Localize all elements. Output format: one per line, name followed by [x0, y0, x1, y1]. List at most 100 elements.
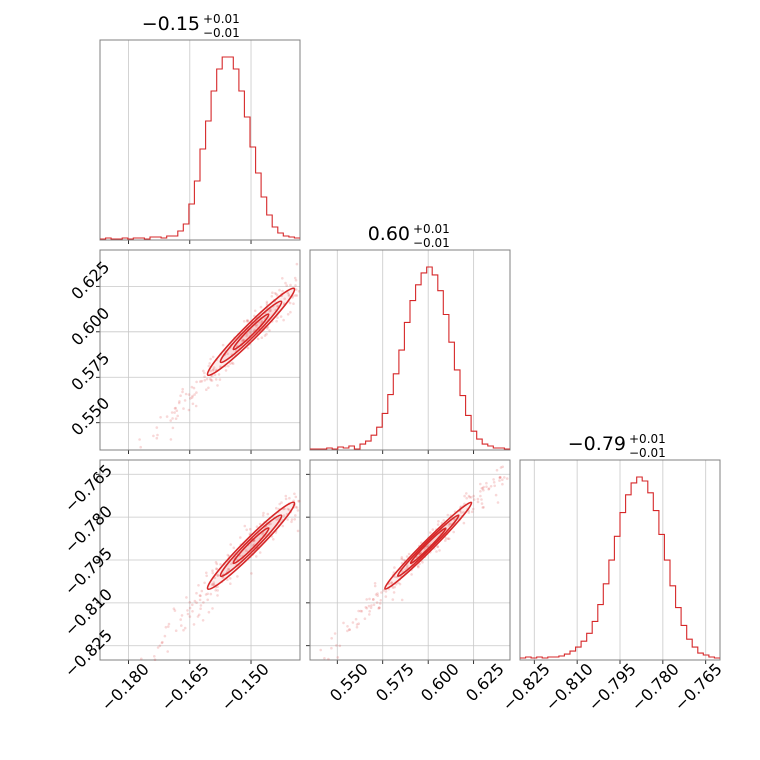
y-tick-label: 0.575	[67, 348, 113, 394]
y-tick-label: 0.550	[67, 393, 113, 439]
scatter-point	[176, 414, 179, 418]
scatter-point	[393, 585, 397, 589]
scatter-point	[498, 476, 502, 479]
scatter-point	[211, 583, 215, 586]
scatter-point	[230, 361, 234, 365]
scatter-point	[492, 481, 496, 484]
title-param-1: 0.60	[368, 223, 410, 245]
scatter-point	[214, 378, 218, 381]
scatter-point	[372, 603, 376, 607]
scatter-point	[202, 369, 205, 373]
scatter-point	[272, 538, 275, 541]
scatter-point	[174, 406, 177, 410]
scatter-point	[319, 648, 323, 652]
scatter-point	[448, 522, 451, 526]
scatter-point	[261, 532, 264, 536]
scatter-point	[363, 617, 367, 620]
scatter-point	[485, 481, 488, 485]
scatter-point	[296, 509, 300, 512]
scatter-point	[213, 373, 217, 377]
scatter-point	[435, 550, 438, 553]
scatter-param-2-vs-0	[96, 459, 301, 664]
scatter-point	[224, 369, 228, 372]
scatter-point	[241, 340, 244, 343]
scatter-point	[210, 379, 214, 382]
scatter-point	[462, 521, 466, 525]
y-tick-labels-param-1: 0.625 0.600 0.575 0.550	[67, 257, 113, 439]
scatter-point	[159, 416, 162, 419]
contour-level	[206, 287, 296, 377]
scatter-point	[173, 411, 176, 414]
scatter-point	[286, 291, 290, 295]
scatter-point	[293, 518, 297, 521]
scatter-point	[270, 295, 274, 298]
scatter-point	[203, 375, 206, 379]
scatter-point	[418, 562, 421, 566]
scatter-point	[205, 388, 208, 392]
contour-level	[206, 501, 296, 591]
scatter-point	[359, 609, 362, 613]
scatter-point	[206, 592, 209, 596]
scatter-point	[286, 507, 290, 511]
scatter-point	[263, 334, 267, 337]
scatter-point	[397, 581, 400, 585]
scatter-point	[287, 294, 291, 298]
scatter-point	[193, 393, 196, 396]
scatter-point	[336, 656, 340, 659]
scatter-point	[160, 641, 164, 645]
scatter-point	[283, 297, 287, 301]
scatter-point	[209, 378, 213, 382]
scatter-point	[273, 292, 277, 295]
scatter-point	[463, 502, 466, 506]
scatter-point	[256, 337, 260, 341]
scatter-point	[190, 385, 194, 389]
scatter-point	[269, 309, 272, 313]
scatter-point	[503, 476, 506, 479]
contour-level	[409, 527, 447, 565]
scatter-point	[330, 646, 333, 650]
scatter-point	[293, 492, 296, 496]
histogram-step-line	[310, 266, 510, 450]
histogram-param-0	[99, 39, 301, 244]
scatter-point	[275, 292, 278, 296]
scatter-point	[219, 365, 222, 368]
x-tick-label: 0.550	[326, 659, 372, 705]
scatter-point	[212, 583, 216, 586]
scatter-point	[402, 558, 406, 562]
scatter-point	[174, 629, 178, 632]
scatter-point	[209, 377, 212, 381]
scatter-point	[357, 609, 360, 613]
scatter-point	[295, 506, 299, 509]
scatter-point	[462, 511, 465, 514]
scatter-point	[211, 571, 214, 575]
panel-frame	[99, 459, 301, 661]
scatter-point	[253, 309, 257, 313]
scatter-point	[207, 386, 210, 390]
scatter-point	[275, 518, 278, 521]
scatter-point	[286, 313, 290, 316]
scatter-point	[384, 590, 388, 593]
scatter-point	[254, 555, 258, 558]
scatter-point	[171, 426, 175, 430]
scatter-point	[243, 524, 247, 528]
scatter-point	[195, 391, 198, 394]
x-tick-label: −0.765	[671, 659, 726, 714]
scatter-point	[236, 575, 239, 578]
x-tick-label: 0.575	[372, 659, 418, 705]
scatter-point	[182, 407, 185, 410]
scatter-point	[217, 373, 221, 376]
scatter-point	[161, 640, 164, 644]
contour-level	[219, 300, 283, 364]
scatter-point	[172, 607, 176, 610]
scatter-point	[186, 612, 190, 616]
scatter-point	[244, 549, 248, 552]
scatter-point	[265, 302, 269, 305]
scatter-point	[338, 644, 342, 648]
scatter-point	[211, 369, 215, 372]
scatter-point	[245, 528, 248, 532]
scatter-point	[298, 499, 301, 503]
scatter-point	[242, 338, 246, 342]
scatter-point	[197, 613, 201, 617]
scatter-point	[174, 417, 178, 421]
scatter-point	[284, 497, 288, 501]
